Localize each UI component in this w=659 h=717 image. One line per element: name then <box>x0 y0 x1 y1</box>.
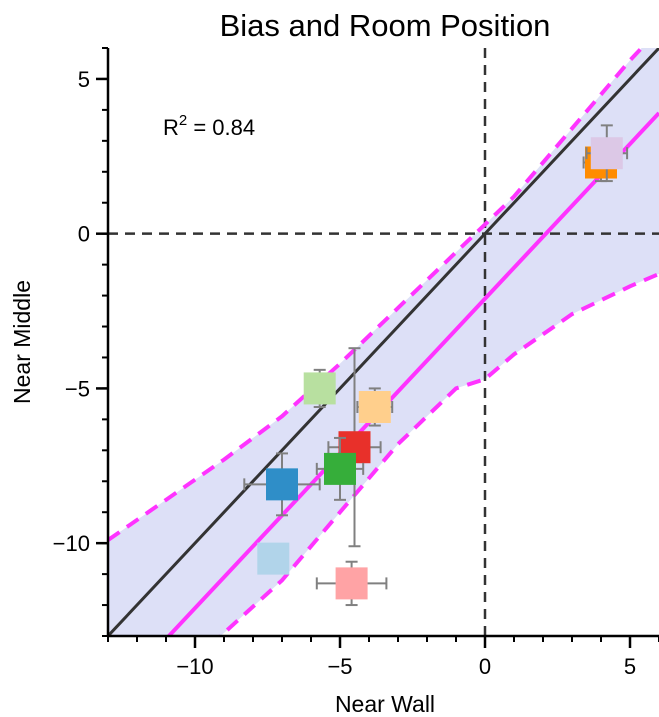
y-tick-label: 5 <box>78 67 90 92</box>
data-point-9 <box>335 567 368 600</box>
y-tick-label: −5 <box>65 376 90 401</box>
y-tick-label: 0 <box>78 222 90 247</box>
r-squared-superscript: 2 <box>179 112 187 129</box>
chart-title: Bias and Room Position <box>220 8 551 43</box>
x-tick-label: 5 <box>624 654 636 679</box>
x-tick-label: 0 <box>479 654 491 679</box>
r-squared-annotation: R2 = 0.84 <box>163 112 255 140</box>
r-squared-label: R <box>163 115 179 140</box>
data-point-7 <box>266 468 298 501</box>
data-point-3 <box>303 372 336 405</box>
data-point-4 <box>358 390 391 423</box>
y-tick-label: −10 <box>53 531 90 556</box>
x-tick-label: −5 <box>327 654 352 679</box>
data-point-8 <box>257 542 290 575</box>
y-axis-label: Near Middle <box>9 280 35 404</box>
confidence-lower-edge <box>217 272 659 636</box>
x-tick-label: −10 <box>176 654 213 679</box>
data-point-2 <box>590 137 623 170</box>
axes: −10 −5 0 5 −10 −5 0 5 <box>53 47 659 679</box>
x-axis-label: Near Wall <box>335 691 435 717</box>
r-squared-value: = 0.84 <box>187 115 255 140</box>
data-point-6 <box>324 452 356 485</box>
plot-area <box>108 48 659 636</box>
identity-line <box>108 48 659 636</box>
